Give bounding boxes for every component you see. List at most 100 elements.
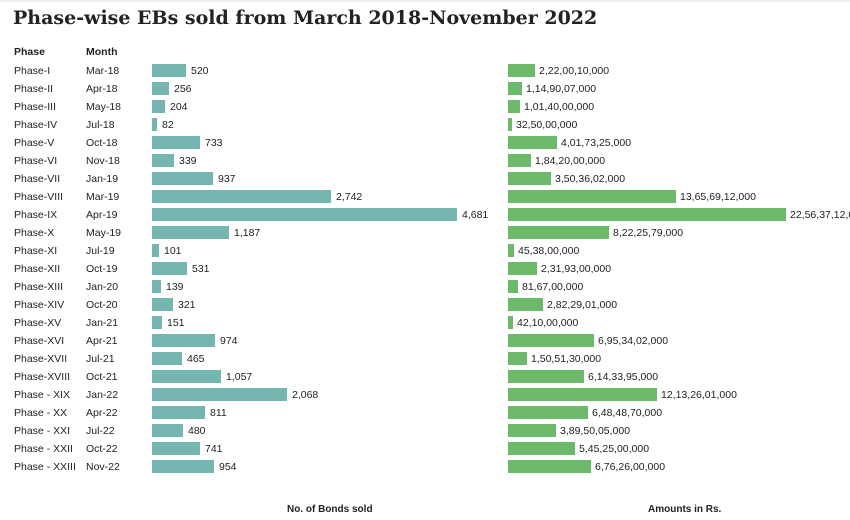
month-label: Jan-22 [86, 389, 119, 401]
phase-label: Phase-VIII [14, 191, 64, 203]
table-row: Phase - XXI Jul-22 480 3,89,50,05,000 [0, 422, 850, 440]
phase-label: Phase-XII [14, 263, 61, 275]
table-row: Phase - XX Apr-22 811 6,48,48,70,000 [0, 404, 850, 422]
bonds-bar [152, 154, 174, 167]
month-label: Nov-18 [86, 155, 120, 167]
bonds-bar [152, 100, 165, 113]
bonds-bar [152, 424, 183, 437]
amount-bar [508, 190, 676, 203]
bonds-value-label: 2,742 [336, 191, 363, 203]
phase-label: Phase-I [14, 65, 51, 77]
table-row: Phase-V Oct-18 733 4,01,73,25,000 [0, 134, 850, 152]
amount-value-label: 13,65,69,12,000 [680, 191, 756, 203]
month-label: Jan-21 [86, 317, 119, 329]
bonds-bar [152, 388, 287, 401]
table-row: Phase-I Mar-18 520 2,22,00,10,000 [0, 62, 850, 80]
amount-bar [508, 280, 518, 293]
bonds-value-label: 101 [164, 245, 182, 257]
chart-title: Phase-wise EBs sold from March 2018-Nove… [13, 7, 598, 29]
amount-value-label: 5,45,25,00,000 [579, 443, 650, 455]
phase-label: Phase-VI [14, 155, 58, 167]
bonds-value-label: 733 [205, 137, 223, 149]
amount-bar [508, 154, 531, 167]
bonds-value-label: 2,068 [292, 389, 319, 401]
phase-label: Phase-X [14, 227, 55, 239]
month-label: Jul-19 [86, 245, 115, 257]
phase-label: Phase-XI [14, 245, 58, 257]
amount-value-label: 3,50,36,02,000 [555, 173, 626, 185]
amount-bar [508, 226, 609, 239]
top-divider [0, 0, 850, 2]
amount-bar [508, 334, 594, 347]
month-label: Nov-22 [86, 461, 120, 473]
amount-value-label: 2,31,93,00,000 [541, 263, 612, 275]
bonds-bar [152, 172, 213, 185]
bonds-bar [152, 442, 200, 455]
bonds-value-label: 480 [188, 425, 206, 437]
bonds-bar [152, 406, 205, 419]
amount-value-label: 6,76,26,00,000 [595, 461, 666, 473]
table-row: Phase-VIII Mar-19 2,742 13,65,69,12,000 [0, 188, 850, 206]
month-label: Apr-22 [86, 407, 118, 419]
bonds-bar [152, 370, 221, 383]
bonds-value-label: 151 [167, 317, 185, 329]
bonds-value-label: 937 [218, 173, 236, 185]
month-column-header: Month [86, 46, 118, 58]
month-label: Oct-20 [86, 299, 118, 311]
month-label: May-18 [86, 101, 122, 113]
phase-label: Phase-IX [14, 209, 58, 221]
amount-value-label: 1,14,90,07,000 [526, 83, 597, 95]
amount-bar [508, 370, 584, 383]
month-label: Jul-21 [86, 353, 115, 365]
amount-bar [508, 82, 522, 95]
amount-bar [508, 298, 543, 311]
month-label: Jul-22 [86, 425, 115, 437]
bonds-bar [152, 352, 182, 365]
bonds-axis-label: No. of Bonds sold [287, 504, 373, 515]
table-row: Phase - XXII Oct-22 741 5,45,25,00,000 [0, 440, 850, 458]
month-label: Apr-21 [86, 335, 118, 347]
amount-value-label: 32,50,00,000 [516, 119, 578, 131]
amount-value-label: 2,22,00,10,000 [539, 65, 610, 77]
table-row: Phase-XI Jul-19 101 45,38,00,000 [0, 242, 850, 260]
table-row: Phase-XV Jan-21 151 42,10,00,000 [0, 314, 850, 332]
table-row: Phase-XVII Jul-21 465 1,50,51,30,000 [0, 350, 850, 368]
month-label: Oct-22 [86, 443, 118, 455]
bonds-value-label: 321 [178, 299, 196, 311]
amount-value-label: 45,38,00,000 [518, 245, 580, 257]
phase-label: Phase - XIX [14, 389, 71, 401]
amount-bar [508, 352, 527, 365]
amount-bar [508, 460, 591, 473]
bonds-bar [152, 298, 173, 311]
phase-label: Phase-IV [14, 119, 58, 131]
month-label: Oct-19 [86, 263, 118, 275]
amount-bar [508, 100, 520, 113]
amount-value-label: 1,01,40,00,000 [524, 101, 595, 113]
amount-value-label: 8,22,25,79,000 [613, 227, 684, 239]
bonds-bar [152, 460, 214, 473]
bonds-bar [152, 190, 331, 203]
table-row: Phase-IV Jul-18 82 32,50,00,000 [0, 116, 850, 134]
month-label: Oct-21 [86, 371, 118, 383]
bonds-value-label: 4,681 [462, 209, 489, 221]
amount-value-label: 42,10,00,000 [517, 317, 579, 329]
amount-bar [508, 172, 551, 185]
bonds-value-label: 256 [174, 83, 192, 95]
table-row: Phase-XVIII Oct-21 1,057 6,14,33,95,000 [0, 368, 850, 386]
phase-label: Phase-VII [14, 173, 61, 185]
bonds-bar [152, 334, 215, 347]
amount-value-label: 6,14,33,95,000 [588, 371, 659, 383]
bonds-bar [152, 118, 157, 131]
phase-label: Phase - XXI [14, 425, 71, 437]
amount-bar [508, 118, 512, 131]
month-label: Mar-19 [86, 191, 120, 203]
amount-value-label: 2,82,29,01,000 [547, 299, 618, 311]
table-row: Phase-III May-18 204 1,01,40,00,000 [0, 98, 850, 116]
phase-label: Phase-III [14, 101, 57, 113]
bonds-value-label: 82 [162, 119, 174, 131]
amount-axis-label: Amounts in Rs. [648, 504, 722, 515]
phase-label: Phase - XXII [14, 443, 73, 455]
amount-value-label: 22,56,37,12,000 [790, 209, 850, 221]
table-row: Phase-II Apr-18 256 1,14,90,07,000 [0, 80, 850, 98]
amount-value-label: 81,67,00,000 [522, 281, 584, 293]
